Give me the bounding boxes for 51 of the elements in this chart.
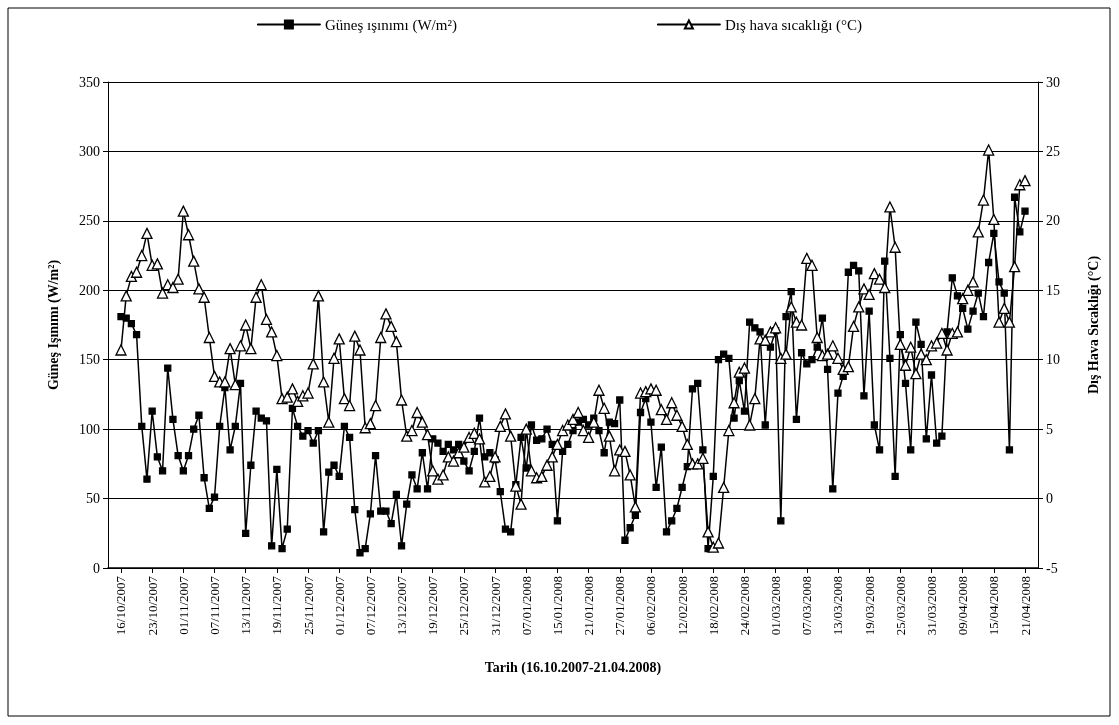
x-tick-label: 15/04/2008 [986,576,1002,636]
x-tick-label: 16/10/2007 [113,575,129,636]
x-tick-label: 19/11/2007 [269,575,285,635]
y2-tick-label: 15 [1046,282,1060,298]
x-tick-label: 27/01/2008 [612,576,628,636]
x-tick-label: 01/12/2007 [331,575,347,636]
y-tick-label: 350 [79,74,100,90]
x-tick-label: 09/04/2008 [955,576,971,636]
x-tick-label: 19/12/2007 [425,575,441,636]
x-tick-label: 01/03/2008 [768,576,784,636]
y-axis-title: Güneş Işınımı (W/m²) [45,259,62,391]
x-tick-label: 06/02/2008 [643,576,659,636]
legend-label: Güneş ışınımı (W/m²) [324,16,457,34]
y2-tick-label: 30 [1046,74,1060,90]
x-tick-label: 21/01/2008 [581,576,597,636]
y2-tick-label: 20 [1046,213,1060,229]
x-tick-label: 01/11/2007 [175,575,191,635]
y-tick-label: 200 [79,282,100,298]
y2-tick-label: 25 [1046,143,1060,159]
x-tick-label: 25/12/2007 [456,575,472,636]
x-tick-label: 13/12/2007 [394,575,410,636]
legend-label: Dış hava sıcaklığı (°C) [724,16,863,34]
y-tick-label: 50 [86,491,100,507]
x-tick-label: 07/01/2008 [518,576,534,636]
y2-tick-label: 10 [1046,352,1060,368]
x-tick-label: 31/12/2007 [487,575,503,636]
x-tick-label: 21/04/2008 [1017,576,1033,636]
y-tick-label: 250 [79,213,100,229]
x-tick-label: 25/03/2008 [892,576,908,636]
x-tick-label: 23/10/2007 [144,575,160,636]
x-tick-label: 24/02/2008 [736,576,752,636]
x-tick-label: 07/11/2007 [207,575,223,635]
x-tick-label: 13/03/2008 [830,576,846,636]
y2-tick-label: 5 [1046,421,1053,437]
x-tick-label: 07/12/2007 [362,575,378,636]
x-tick-label: 18/02/2008 [705,576,721,636]
x-tick-label: 07/03/2008 [799,576,815,636]
y-tick-label: 150 [79,352,100,368]
x-tick-label: 12/02/2008 [674,576,690,636]
y-tick-label: 300 [79,143,100,159]
x-axis-title: Tarih (16.10.2007-21.04.2008) [484,659,662,676]
y2-tick-label: -5 [1046,560,1058,576]
x-tick-label: 13/11/2007 [238,575,254,635]
y2-axis-title: Dış Hava Sıcaklığı (°C) [1085,255,1102,395]
x-tick-label: 25/11/2007 [300,575,316,635]
y-tick-label: 100 [79,421,100,437]
x-tick-label: 15/01/2008 [549,576,565,636]
y2-tick-label: 0 [1046,491,1053,507]
x-tick-label: 19/03/2008 [861,576,877,636]
y-tick-label: 0 [93,560,100,576]
x-tick-label: 31/03/2008 [923,576,939,636]
